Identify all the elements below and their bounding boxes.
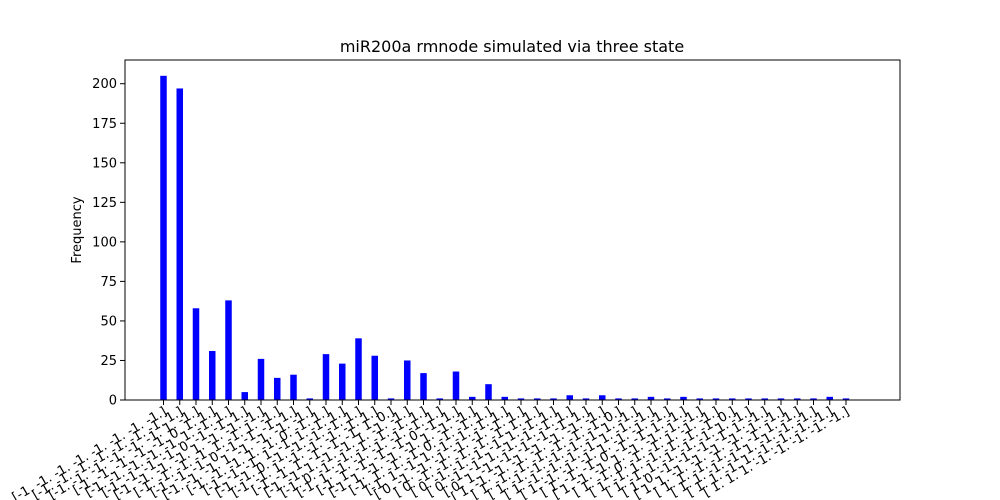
bar [761,398,768,400]
bar [387,398,395,400]
bar [322,354,330,400]
y-tick-label: 150 [92,156,117,171]
bar [582,398,590,400]
y-tick-label: 50 [100,314,117,329]
bar [257,358,265,400]
bar [777,398,785,400]
bar [566,395,573,400]
bar [404,360,411,400]
plot-frame [124,59,901,401]
bar [452,371,460,400]
bar [517,398,525,400]
bar [469,396,476,400]
bar [192,308,200,400]
bar [176,88,183,400]
bar [664,398,671,400]
bar [615,398,622,400]
bar [534,398,541,400]
bar [436,398,443,400]
bar [810,398,817,400]
y-tick-label: 175 [92,117,117,132]
bar [599,395,606,400]
bar [501,396,508,400]
bar [225,300,232,400]
bar [355,338,362,400]
y-tick-label: 75 [100,275,117,290]
y-tick-label: 0 [109,394,117,409]
y-tick-label: 125 [92,196,117,211]
bar [209,350,216,400]
bar [160,75,167,400]
bar [745,398,752,400]
bar [647,396,655,400]
bar [729,398,736,400]
x-axis: [-1. -1. -1. -1. -1. -1. -1. -1.][-1. -1… [10,400,852,500]
y-axis: 0 25 50 75 100 125 150 175 200 [92,77,125,409]
bar [696,398,703,400]
bar [306,398,313,400]
bar [290,374,297,400]
bar-series [160,75,850,400]
bar [339,363,346,400]
bar [274,377,281,400]
bar [712,398,720,400]
bar [842,398,850,400]
y-tick-label: 25 [100,354,117,369]
bar [680,396,687,400]
bar [371,355,378,400]
bar [631,398,638,400]
y-tick-label: 100 [92,235,117,250]
y-tick-label: 200 [92,77,117,92]
y-axis-label: Frequency [70,196,85,263]
bar [420,373,427,400]
bar [550,398,557,400]
bar [485,384,492,400]
bar [826,396,833,400]
bar [794,398,801,400]
bar [241,392,248,400]
chart-title: miR200a rmnode simulated via three state [340,37,684,56]
